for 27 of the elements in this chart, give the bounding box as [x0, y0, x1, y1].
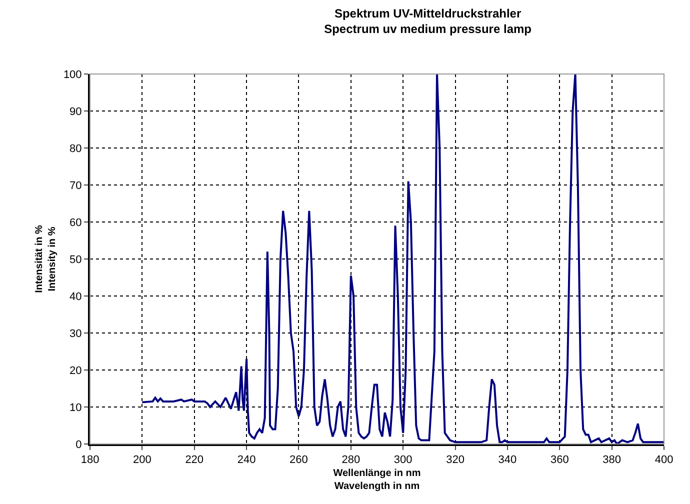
x-tick-label: 360 [550, 454, 569, 466]
y-tick-label: 50 [70, 254, 82, 266]
y-tick-label: 0 [76, 438, 82, 451]
x-tick-label: 320 [446, 454, 464, 466]
x-tick-label: 280 [342, 454, 360, 466]
line-series [141, 74, 664, 444]
y-tick-label: 20 [70, 364, 82, 377]
y-tick-label: 30 [70, 328, 82, 340]
y-tick-label: 10 [70, 402, 82, 414]
y-tick-label: 80 [70, 142, 82, 155]
y-tick-label: 90 [70, 106, 82, 118]
x-tick-label: 300 [394, 454, 412, 466]
x-tick-label: 240 [237, 454, 256, 466]
x-tick-label: 380 [602, 454, 621, 466]
y-tick-label: 60 [70, 216, 82, 229]
y-tick-label: 40 [70, 290, 82, 303]
x-tick-label: 400 [654, 454, 674, 466]
x-tick-label: 200 [133, 454, 152, 466]
chart-title: Spektrum UV-Mitteldruckstrahler Spectrum uv medium pressure lamp [324, 6, 532, 36]
x-tick-label: 340 [498, 454, 517, 466]
x-tick-label: 260 [290, 454, 308, 466]
y-axis-title: Intensität in % Intensity in % [34, 225, 58, 293]
y-tick-label: 100 [63, 68, 82, 81]
x-tick-label: 180 [80, 454, 100, 466]
y-tick-label: 70 [70, 180, 82, 192]
x-tick-label: 220 [185, 454, 204, 466]
x-axis-title: Wellenlänge in nm Wavelength in nm [333, 468, 421, 492]
